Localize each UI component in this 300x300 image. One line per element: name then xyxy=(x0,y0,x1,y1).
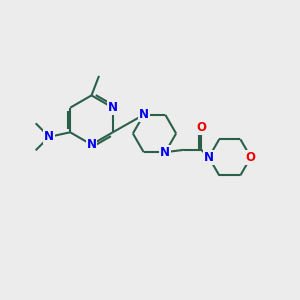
Text: N: N xyxy=(204,151,214,164)
Text: N: N xyxy=(139,108,149,121)
Text: O: O xyxy=(246,151,256,164)
Text: O: O xyxy=(196,122,206,134)
Text: N: N xyxy=(108,101,118,114)
Text: N: N xyxy=(44,130,54,143)
Text: N: N xyxy=(86,138,97,151)
Text: N: N xyxy=(160,146,170,159)
